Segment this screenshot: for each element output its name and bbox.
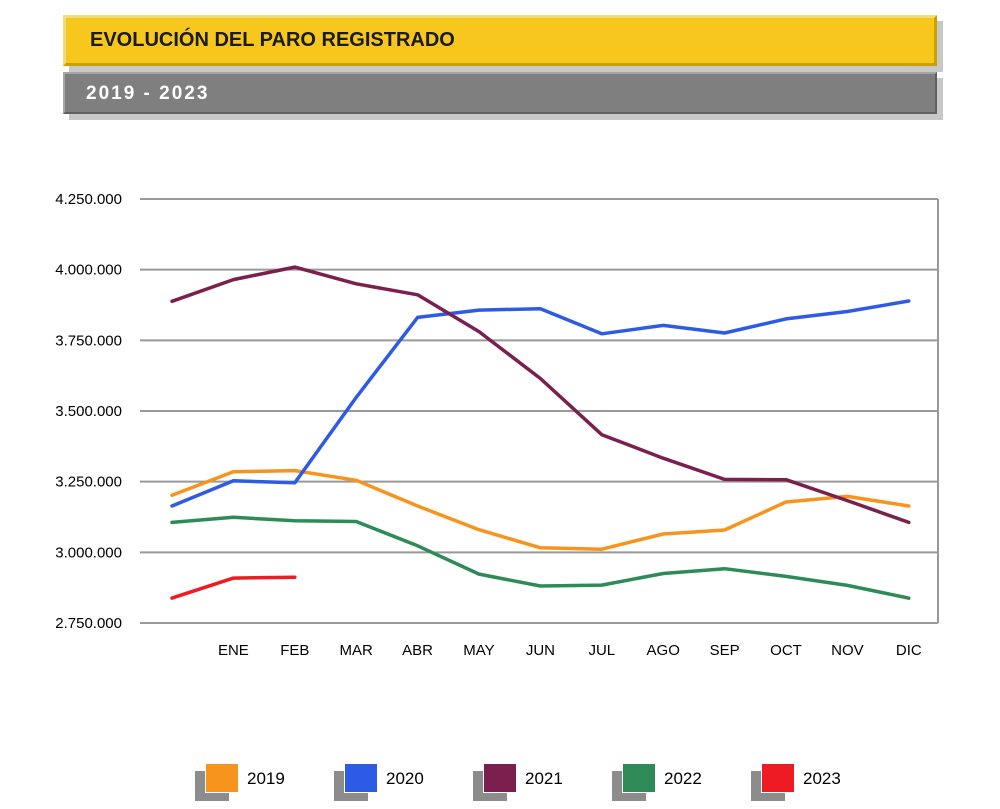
chart-subtitle: 2019 - 2023 bbox=[86, 83, 210, 104]
x-tick-label: FEB bbox=[280, 642, 309, 659]
line-chart: 4.250.000 4.000.000 3.750.000 3.500.000 3.25… bbox=[55, 191, 939, 659]
legend-swatch bbox=[344, 763, 378, 793]
series-lines bbox=[170, 265, 911, 600]
y-tick-label: 3.250.000 bbox=[55, 474, 122, 491]
series-line-2021 bbox=[170, 265, 911, 525]
title-banner: EVOLUCIÓN DEL PARO REGISTRADO bbox=[63, 15, 937, 66]
x-axis-ticks: ENE FEB MAR ABR MAY JUN JUL AGO SEP OCT NOV DIC bbox=[218, 642, 922, 659]
y-axis-ticks: 4.250.000 4.000.000 3.750.000 3.500.000 3.25… bbox=[55, 191, 122, 632]
x-tick-label: ABR bbox=[402, 642, 433, 659]
legend-label: 2023 bbox=[803, 769, 841, 788]
legend-swatch bbox=[761, 763, 795, 793]
y-tick-label: 3.750.000 bbox=[55, 332, 122, 349]
x-tick-label: OCT bbox=[770, 642, 802, 659]
series-line-2022 bbox=[170, 515, 911, 600]
grid-lines bbox=[140, 198, 939, 624]
y-tick-label: 2.750.000 bbox=[55, 615, 122, 632]
series-line-2019 bbox=[170, 468, 911, 551]
series-line-2020 bbox=[170, 299, 911, 508]
subtitle-banner: 2019 - 2023 bbox=[63, 72, 937, 114]
x-tick-label: MAY bbox=[463, 642, 494, 659]
x-tick-label: NOV bbox=[831, 642, 864, 659]
x-tick-label: JUL bbox=[588, 642, 615, 659]
legend-label: 2020 bbox=[386, 769, 424, 788]
chart-title: EVOLUCIÓN DEL PARO REGISTRADO bbox=[90, 29, 455, 51]
legend-swatch bbox=[205, 763, 239, 793]
x-tick-label: JUN bbox=[526, 642, 555, 659]
x-tick-label: SEP bbox=[710, 642, 740, 659]
y-tick-label: 3.500.000 bbox=[55, 403, 122, 420]
y-tick-label: 4.250.000 bbox=[55, 191, 122, 208]
legend-swatch bbox=[622, 763, 656, 793]
legend-swatch bbox=[483, 763, 517, 793]
x-tick-label: ENE bbox=[218, 642, 249, 659]
legend-label: 2022 bbox=[664, 769, 702, 788]
x-tick-label: DIC bbox=[896, 642, 922, 659]
legend-label: 2021 bbox=[525, 769, 563, 788]
y-tick-label: 3.000.000 bbox=[55, 544, 122, 561]
legend-label: 2019 bbox=[247, 769, 285, 788]
x-tick-label: MAR bbox=[340, 642, 374, 659]
series-line-2023 bbox=[170, 575, 297, 600]
x-tick-label: AGO bbox=[647, 642, 680, 659]
legend: 2019 2020 2021 2022 2023 bbox=[0, 755, 1000, 805]
y-tick-label: 4.000.000 bbox=[55, 262, 122, 279]
